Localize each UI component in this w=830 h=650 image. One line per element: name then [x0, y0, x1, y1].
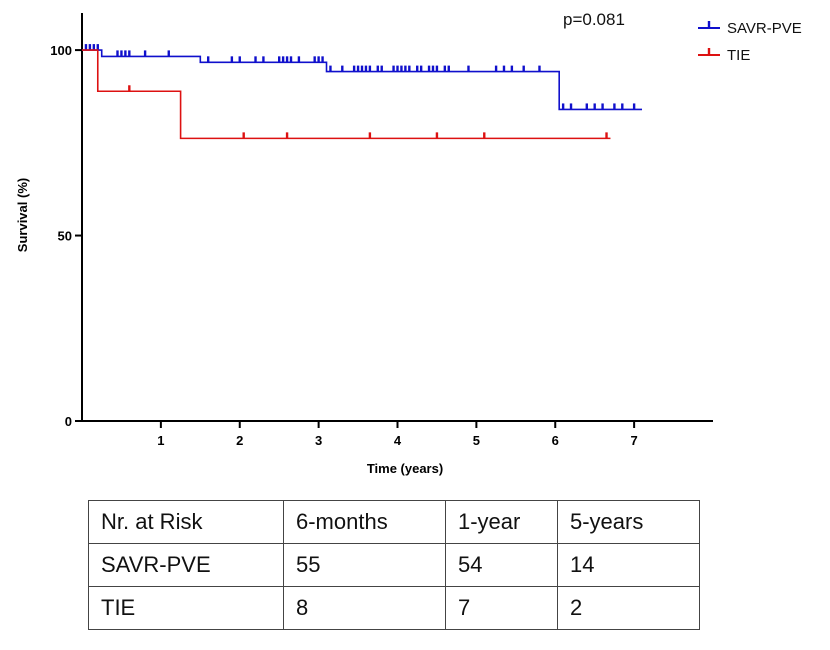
axes: 1 2 3 4 5 6 7 0 50 100 [50, 13, 713, 448]
risk-table-header-cell: 5-years [557, 500, 700, 544]
y-tick-label: 50 [58, 229, 72, 244]
series-layer [82, 44, 643, 140]
risk-table-cell: 2 [557, 586, 700, 630]
risk-table-header-cell: 6-months [283, 500, 446, 544]
x-tick-label: 4 [394, 433, 402, 448]
legend-item: TIE [698, 47, 750, 64]
legend-item: SAVR-PVE [698, 20, 802, 37]
x-tick-label: 3 [315, 433, 322, 448]
y-tick-label: 100 [50, 43, 72, 58]
x-tick-label: 7 [631, 433, 638, 448]
risk-table-header-row: Nr. at Risk 6-months 1-year 5-years [88, 500, 700, 544]
legend-label: SAVR-PVE [727, 20, 802, 37]
x-tick-label: 6 [552, 433, 559, 448]
x-tick-label: 2 [236, 433, 243, 448]
legend-label: TIE [727, 47, 750, 64]
x-axis-label: Time (years) [367, 461, 443, 476]
x-tick-label: 5 [473, 433, 480, 448]
risk-table-row: TIE 8 7 2 [88, 586, 700, 630]
series-savr-pve [82, 44, 643, 111]
legend: SAVR-PVE TIE [698, 20, 802, 64]
y-axis-label: Survival (%) [15, 178, 30, 252]
risk-table: Nr. at Risk 6-months 1-year 5-years SAVR… [88, 500, 700, 630]
risk-table-cell: 7 [445, 586, 558, 630]
y-tick-label: 0 [65, 414, 72, 429]
risk-table-cell: 54 [445, 543, 558, 587]
p-value-annotation: p=0.081 [563, 10, 625, 29]
risk-table-header-cell: Nr. at Risk [88, 500, 284, 544]
risk-table-cell: 55 [283, 543, 446, 587]
risk-table-cell: SAVR-PVE [88, 543, 284, 587]
risk-table-cell: 14 [557, 543, 700, 587]
x-tick-label: 1 [157, 433, 164, 448]
survival-curve [82, 49, 611, 140]
risk-table-row: SAVR-PVE 55 54 14 [88, 543, 700, 587]
risk-table-header-cell: 1-year [445, 500, 558, 544]
risk-table-cell: 8 [283, 586, 446, 630]
risk-table-cell: TIE [88, 586, 284, 630]
series-tie [82, 49, 611, 140]
survival-curve [82, 49, 643, 111]
